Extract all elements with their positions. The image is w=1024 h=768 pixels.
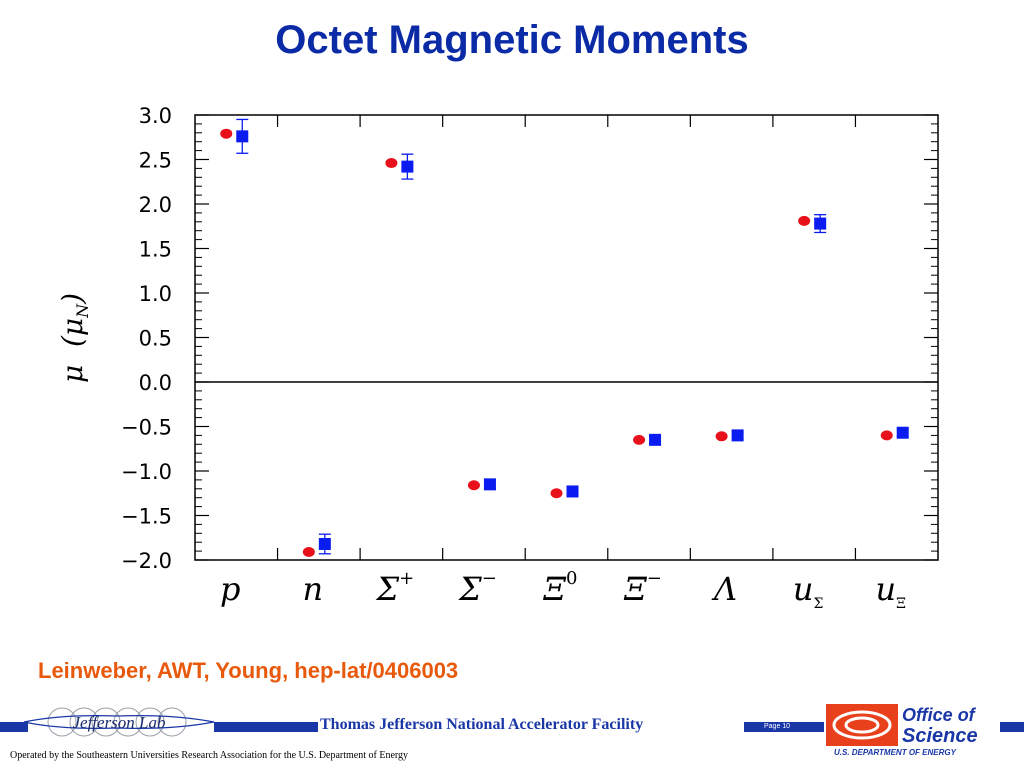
x-category-label: p (220, 570, 240, 608)
footer-bar-right (1000, 722, 1024, 732)
y-axis-label-paren_close: ) (56, 293, 89, 305)
y-axis-label-paren_open: ( (56, 335, 89, 347)
y-tick-label: 0.5 (139, 327, 172, 351)
footer-bar-page (744, 722, 824, 732)
chart-axes (194, 114, 939, 561)
office-of-science-logo: Office of Science U.S. DEPARTMENT OF ENE… (826, 704, 978, 757)
x-category-main: Σ (376, 570, 400, 608)
x-category-label: uΞ (875, 570, 905, 612)
y-tick-label: 2.0 (139, 193, 172, 217)
data-points (220, 118, 909, 557)
x-category-main: n (303, 570, 324, 608)
y-axis-label-sub: N (73, 303, 92, 319)
data-point-square (649, 433, 662, 446)
data-point-circle (715, 431, 728, 442)
x-category-label: Ξ− (623, 568, 662, 608)
doe-logo-line-1: Office of (902, 705, 977, 725)
operated-by-note: Operated by the Southeastern Universitie… (10, 750, 409, 761)
data-point-circle (385, 158, 398, 169)
y-tick-label: 1.0 (139, 282, 172, 306)
data-point-circle (467, 480, 480, 491)
data-point-circle (302, 546, 315, 557)
doe-logo-line-3: U.S. DEPARTMENT OF ENERGY (834, 748, 957, 757)
y-axis-label: μ (μN) (56, 293, 92, 383)
x-category-label: uΣ (793, 570, 824, 612)
y-tick-label: −2.0 (121, 549, 172, 573)
x-category-main: p (220, 570, 240, 608)
data-point-circle (798, 215, 811, 226)
slide-title: Octet Magnetic Moments (275, 18, 749, 62)
data-point-square (236, 130, 249, 143)
x-category-label: Σ+ (376, 568, 415, 608)
y-axis-label-space (56, 347, 89, 365)
y-tick-label: −1.5 (121, 505, 172, 529)
y-tick-labels: 3.0 2.5 2.0 1.5 1.0 0.5 0.0 −0.5 −1.0 −1.5 −2.0 (121, 104, 172, 573)
x-category-superscript: + (399, 568, 414, 589)
data-point-square (401, 160, 414, 173)
y-tick-label: 1.5 (139, 238, 172, 262)
y-tick-label: 0.0 (139, 371, 172, 395)
x-category-subscript: Ξ (896, 596, 906, 612)
x-category-main: Ξ (623, 570, 647, 608)
page-number: Page 10 (764, 723, 791, 730)
y-tick-label: −0.5 (121, 416, 172, 440)
data-point-circle (550, 488, 563, 499)
doe-logo-line-2: Science (902, 725, 978, 747)
y-axis-label-mu: μ (56, 318, 89, 336)
x-category-superscript: − (482, 568, 497, 589)
y-tick-label: −1.0 (121, 460, 172, 484)
x-category-main: u (875, 570, 896, 608)
x-category-superscript: 0 (566, 568, 577, 589)
x-category-label: Σ− (458, 568, 497, 608)
x-category-label: Λ (711, 570, 737, 608)
x-category-main: Σ (458, 570, 482, 608)
y-axis-label-group: μ (μN) (56, 293, 92, 383)
jlab-logo-text: Jefferson Lab (72, 713, 165, 732)
magnetic-moment-chart: 3.0 2.5 2.0 1.5 1.0 0.5 0.0 −0.5 −1.0 −1.5 −2.0 μ … (56, 104, 939, 612)
x-category-subscript: Σ (814, 596, 824, 612)
x-category-main: Λ (711, 570, 737, 608)
x-category-superscript: − (647, 568, 662, 589)
data-point-square (896, 426, 909, 439)
data-point-circle (880, 430, 893, 441)
jefferson-lab-logo: Jefferson Lab (23, 707, 215, 737)
x-category-main: u (793, 570, 814, 608)
data-point-square (814, 217, 827, 230)
citation: Leinweber, AWT, Young, hep-lat/0406003 (38, 658, 459, 683)
y-axis-label-main: μ (56, 365, 89, 383)
data-point-circle (220, 128, 233, 139)
data-point-square (318, 537, 331, 550)
facility-name: Thomas Jefferson National Accelerator Fa… (320, 716, 644, 733)
data-point-circle (633, 434, 646, 445)
data-point-square (566, 485, 579, 498)
footer-bar-left (0, 722, 28, 732)
y-tick-label: 2.5 (139, 149, 172, 173)
x-category-main: Ξ (543, 570, 567, 608)
x-category-label: n (303, 570, 324, 608)
y-axis-label: μ (μN) (56, 293, 92, 383)
data-point-square (483, 478, 496, 491)
x-category-label: Ξ0 (543, 568, 578, 608)
data-point-square (731, 429, 744, 442)
y-tick-label: 3.0 (139, 104, 172, 128)
footer-bar-mid (214, 722, 318, 732)
